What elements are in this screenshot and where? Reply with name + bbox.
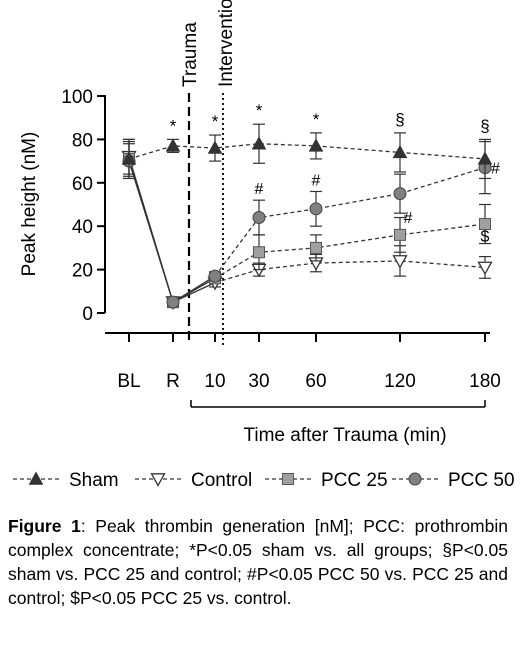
legend-label: Sham [69, 470, 119, 491]
peak-height-chart: 0 20 40 60 80 100 BL R 10 30 60 120 180 Trauma Inte… [13, 0, 515, 491]
sham-significance-label: § [395, 110, 404, 129]
intervention-label: Intervention [216, 0, 237, 87]
sham-significance-label: * [170, 116, 177, 135]
caption-label: Figure 1 [8, 516, 81, 536]
marker-square [479, 218, 491, 231]
pcc50-significance-label: # [491, 161, 500, 178]
series-line [128, 143, 486, 160]
marker-triangle-down [150, 473, 166, 487]
legend-label: PCC 25 [321, 470, 388, 491]
marker-square [310, 241, 322, 254]
x-tick-label: 60 [305, 371, 326, 392]
series-pcc-50 [122, 140, 492, 309]
caption-text: : Peak thrombin generation [nM]; PCC: pr… [8, 516, 508, 608]
marker-square [282, 473, 294, 485]
legend-label: Control [191, 470, 252, 491]
legend-item-sham: Sham [13, 470, 119, 491]
series-control [121, 138, 493, 310]
sham-significance-label: * [256, 101, 263, 120]
marker-circle [208, 269, 222, 283]
marker-square [394, 228, 406, 241]
x-tick-label: 120 [384, 371, 416, 392]
marker-circle [408, 472, 422, 486]
x-tick-label: BL [117, 371, 140, 392]
marker-triangle-up [308, 138, 324, 152]
marker-triangle-up [121, 151, 137, 165]
x-axis-label: Time after Trauma (min) [243, 425, 446, 446]
y-tick-label: 60 [72, 174, 93, 195]
figure-caption: Figure 1: Peak thrombin generation [nM];… [8, 514, 508, 610]
legend-item-control: Control [135, 470, 252, 491]
y-tick-label: 0 [82, 304, 93, 325]
series-line-dashed [214, 260, 486, 284]
series-line-solid [128, 158, 216, 304]
marker-circle [166, 295, 180, 309]
series-pcc-25 [123, 140, 491, 309]
x-tick-label: 30 [248, 371, 269, 392]
y-tick-label: 40 [72, 217, 93, 238]
pcc50-significance-label: # [255, 181, 264, 198]
sham-significance-label: * [212, 112, 219, 131]
pcc50-significance-label: # [312, 172, 321, 189]
marker-circle [393, 187, 407, 201]
legend-item-pcc-25: PCC 25 [265, 470, 388, 491]
marker-triangle-down [477, 261, 493, 276]
series-line-dashed [214, 166, 486, 277]
significance-labels: * * * * § § # # # # $ [170, 101, 500, 245]
sham-significance-label: * [313, 110, 320, 129]
axes [104, 95, 490, 408]
sham-significance-label: § [480, 116, 489, 135]
trauma-label: Trauma [180, 22, 201, 87]
marker-triangle-up [392, 144, 408, 159]
series-line-solid [128, 156, 216, 304]
x-ticks: BL R 10 30 60 120 180 [117, 333, 501, 407]
legend-label: PCC 50 [448, 470, 515, 491]
y-tick-label: 80 [72, 130, 93, 151]
x-tick-label: R [166, 371, 180, 392]
marker-triangle-up [207, 140, 223, 154]
y-axis-label: Peak height (nM) [19, 132, 40, 277]
marker-circle [252, 211, 266, 225]
y-tick-label: 100 [61, 87, 93, 108]
marker-triangle-up [477, 151, 493, 165]
marker-square [253, 246, 265, 259]
pcc25-significance-label: $ [481, 229, 490, 246]
x-tick-label: 180 [469, 371, 501, 392]
series-sham [121, 123, 493, 180]
marker-triangle-up [28, 471, 44, 485]
series-layer: * * * * § § # # # # $ [121, 101, 500, 310]
x-tick-label: 10 [204, 371, 225, 392]
marker-triangle-down [392, 255, 408, 269]
marker-triangle-up [165, 138, 181, 152]
y-tick-label: 20 [72, 261, 93, 282]
pcc25-significance-label: # [404, 210, 413, 227]
y-ticks: 0 20 40 60 80 100 [61, 87, 105, 325]
series-line-solid [128, 160, 216, 304]
legend-item-pcc-50: PCC 50 [392, 470, 515, 491]
marker-triangle-up [251, 136, 267, 150]
marker-circle [309, 202, 323, 216]
legend: Sham Control PCC 25 PCC 50 [13, 470, 515, 491]
event-lines: Trauma Intervention [180, 0, 237, 345]
